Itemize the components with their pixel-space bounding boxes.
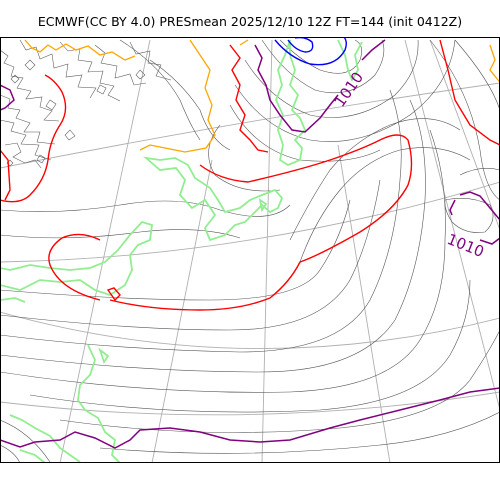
isobar-low [287, 37, 314, 53]
isobar [59, 329, 500, 433]
isobar [0, 419, 51, 463]
isobars-low [274, 37, 347, 66]
isobar-1020 [106, 287, 121, 302]
terrain-contour [0, 119, 52, 161]
isobar-1020 [229, 44, 269, 153]
terrain-contour [129, 41, 172, 81]
isobar [289, 118, 461, 241]
isobar-1010 [0, 387, 500, 449]
isobar-1010 [0, 84, 15, 111]
terrain-contour [19, 39, 97, 99]
map-panel[interactable]: 1010 1010 [0, 37, 500, 463]
isobar [459, 168, 500, 176]
longitude-line [337, 144, 391, 463]
coastline [143, 156, 284, 242]
isobar-1010 [449, 191, 500, 221]
terrain-contour [36, 154, 46, 164]
graticule [0, 39, 500, 463]
isobar [444, 198, 494, 233]
pressure-map: 1010 1010 [0, 37, 500, 463]
isobar [29, 279, 471, 413]
isobar [0, 199, 351, 301]
isobar [244, 39, 419, 118]
isobar-1020 [0, 149, 11, 201]
terrain-contour [135, 69, 146, 80]
coastline [19, 449, 46, 463]
terrain-contour [45, 99, 57, 111]
isobar-1020 [109, 134, 413, 311]
coastline [275, 39, 307, 167]
isobar-1010 [254, 44, 339, 133]
isobar [229, 104, 381, 162]
isobar [454, 39, 500, 111]
coastlines [0, 39, 363, 463]
isobar-1010 [361, 39, 386, 61]
isobar [0, 179, 381, 331]
terrain-contour [4, 142, 42, 169]
isobar-1000 [24, 39, 136, 61]
isobar-low [274, 37, 347, 66]
longitude-line [261, 39, 273, 463]
isobar-1020 [0, 74, 67, 203]
coastline [0, 220, 153, 296]
isobar [0, 200, 291, 217]
coastline [0, 297, 26, 303]
longitude-line [429, 39, 500, 231]
isobar [279, 39, 362, 74]
terrain-contour [59, 41, 121, 102]
isobar-label-1010-north: 1010 [331, 69, 368, 111]
isobar-1020 [48, 233, 101, 301]
latitude-line [0, 311, 500, 350]
isobar [119, 39, 201, 141]
isobar [0, 129, 446, 393]
isobar-1000 [239, 39, 249, 46]
terrain-contour [0, 49, 60, 122]
isobar-1020 [439, 39, 500, 146]
coastline [77, 344, 121, 463]
terrain-contour [64, 129, 76, 141]
isobar [149, 59, 231, 151]
isobar [0, 89, 402, 353]
isobar [0, 99, 426, 373]
isobar-1000 [139, 39, 216, 153]
latitude-line [0, 82, 500, 169]
coastline [258, 198, 268, 213]
terrain-contour [94, 44, 147, 86]
coastline [98, 347, 110, 365]
terrain-contour [0, 94, 56, 145]
isobars-thin [0, 39, 500, 463]
longitude-line [404, 39, 500, 411]
isobar [261, 39, 385, 94]
terrain-contours [0, 39, 172, 169]
isobar [234, 39, 456, 142]
map-title: ECMWF(CC BY 4.0) PRESmean 2025/12/10 12Z… [37, 14, 463, 29]
terrain-contour [10, 74, 20, 84]
longitude-line [59, 39, 151, 463]
terrain-contour [24, 59, 36, 71]
isobar [429, 39, 500, 201]
isobars-1010 [0, 39, 500, 449]
isobar [0, 229, 241, 239]
coastline [337, 39, 363, 83]
isobars-1000 [24, 39, 500, 153]
isobar [299, 147, 471, 263]
terrain-contour [96, 84, 107, 95]
isobar-1000 [489, 44, 500, 83]
coastline [9, 414, 81, 463]
latitude-line [0, 181, 500, 263]
isobar [0, 444, 21, 463]
isobar-1010 [479, 237, 500, 245]
isobar-label-1010-east: 1010 [445, 230, 487, 261]
longitude-line [151, 159, 213, 463]
isobar [99, 411, 500, 454]
isobars-1020 [0, 39, 500, 311]
